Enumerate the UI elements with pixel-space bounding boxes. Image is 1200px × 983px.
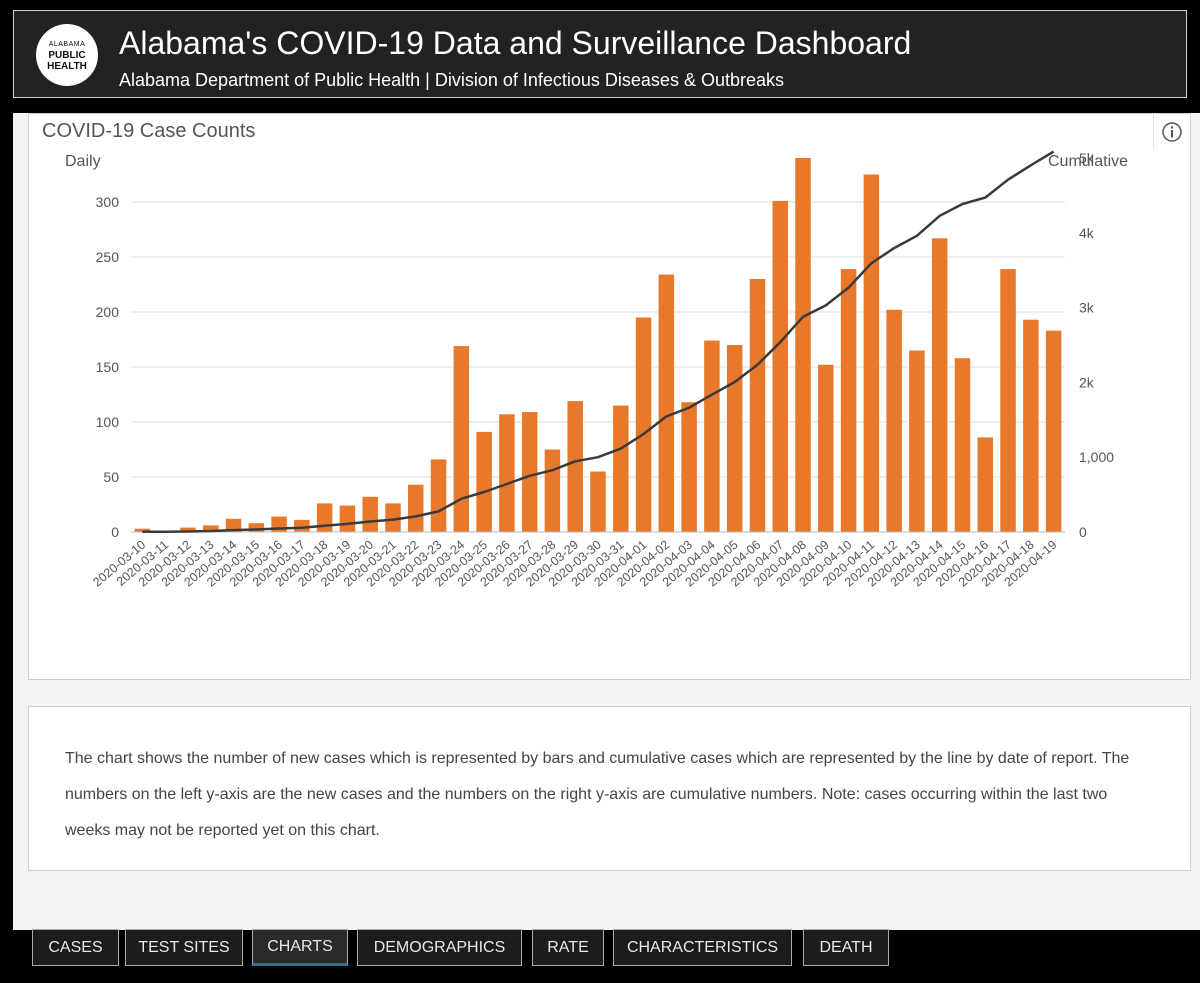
y-tick-label-left: 200 [96, 304, 120, 320]
y-tick-label-right: 1,000 [1079, 449, 1114, 465]
tab-characteristics[interactable]: CHARACTERISTICS [613, 929, 792, 966]
y-axis-title-right: Cumulative [1048, 153, 1128, 170]
chart-description-panel: The chart shows the number of new cases … [28, 706, 1191, 871]
daily-case-bar [977, 437, 994, 532]
y-tick-label-right: 3k [1079, 300, 1095, 316]
daily-case-bar [1000, 269, 1016, 532]
tab-test-sites[interactable]: TEST SITES [125, 929, 243, 966]
cumulative-case-line [142, 150, 1055, 534]
daily-case-bar [1023, 319, 1039, 532]
daily-case-bar [180, 527, 196, 532]
chart-title: COVID-19 Case Counts [42, 120, 256, 142]
y-tick-label-right: 0 [1079, 524, 1087, 540]
daily-case-bar [316, 503, 333, 532]
daily-case-bar [613, 405, 629, 532]
daily-case-bar [339, 505, 356, 532]
daily-case-bar [635, 317, 652, 532]
daily-case-bar [567, 401, 583, 532]
chart-panel: 0 50 100 150 200 250 300 0 1,000 2k 3k 4k 5k Daily Cum… [28, 113, 1191, 680]
tab-charts[interactable]: CHARTS [252, 929, 348, 966]
logo-text-line2: PUBLIC [48, 49, 86, 61]
daily-case-bar [681, 402, 697, 532]
daily-case-bar [658, 274, 675, 532]
daily-case-bar [954, 358, 971, 532]
daily-case-bar [544, 449, 561, 532]
y-tick-label-left: 250 [96, 249, 120, 265]
daily-case-bar [840, 269, 857, 532]
daily-case-bar [499, 414, 515, 532]
chart-description: The chart shows the number of new cases … [65, 750, 1130, 839]
daily-case-bar [818, 364, 834, 532]
info-button[interactable] [1153, 114, 1190, 149]
daily-case-bar [704, 340, 720, 532]
tab-death[interactable]: DEATH [803, 929, 889, 966]
daily-case-bar [453, 346, 470, 532]
y-tick-label-right: 4k [1079, 225, 1095, 241]
daily-case-bar [202, 525, 219, 532]
y-tick-label-left: 0 [111, 524, 119, 540]
daily-case-bar [430, 459, 447, 532]
daily-case-bar [476, 431, 492, 532]
daily-case-bar [385, 503, 401, 532]
daily-case-bar [772, 200, 788, 532]
main-content: 0 50 100 150 200 250 300 0 1,000 2k 3k 4k 5k Daily Cum… [13, 113, 1200, 930]
daily-case-bar [795, 158, 811, 532]
y-tick-label-right: 5k [1079, 150, 1095, 166]
daily-case-bar [749, 279, 766, 532]
daily-case-bar [362, 496, 378, 532]
daily-case-bar [931, 238, 948, 533]
daily-case-bar [863, 174, 880, 532]
tab-demographics[interactable]: DEMOGRAPHICS [357, 929, 522, 966]
case-counts-chart[interactable]: 0 50 100 150 200 250 300 0 1,000 2k 3k 4k 5k Daily Cum… [29, 114, 1192, 681]
daily-case-bar [521, 412, 538, 532]
y-tick-label-left: 100 [96, 414, 120, 430]
daily-case-bar [726, 345, 743, 532]
daily-case-bar [590, 471, 606, 532]
dashboard-header: ALABAMA PUBLIC HEALTH Alabama's COVID-19… [13, 10, 1187, 98]
y-tick-label-left: 50 [103, 469, 119, 485]
daily-case-bar [248, 523, 265, 532]
daily-case-bar [886, 309, 902, 532]
daily-case-bar [294, 519, 310, 532]
y-tick-label-right: 2k [1079, 374, 1095, 390]
logo-text-line3: HEALTH [47, 60, 87, 72]
dashboard-title: Alabama's COVID-19 Data and Surveillance… [119, 25, 912, 61]
dashboard-subtitle: Alabama Department of Public Health | Di… [119, 70, 784, 90]
info-icon [1162, 121, 1182, 142]
daily-case-bar [1045, 330, 1062, 532]
tab-rate[interactable]: RATE [532, 929, 604, 966]
y-axis-title-left: Daily [65, 153, 101, 170]
daily-case-bar [225, 518, 242, 532]
adph-logo: ALABAMA PUBLIC HEALTH [36, 24, 98, 86]
y-tick-label-left: 300 [96, 194, 120, 210]
daily-case-bar [134, 528, 151, 532]
y-tick-label-left: 150 [96, 359, 120, 375]
daily-case-bar [408, 484, 424, 532]
daily-case-bar [909, 350, 925, 532]
logo-text-line1: ALABAMA [48, 40, 86, 48]
tab-cases[interactable]: CASES [32, 929, 119, 966]
